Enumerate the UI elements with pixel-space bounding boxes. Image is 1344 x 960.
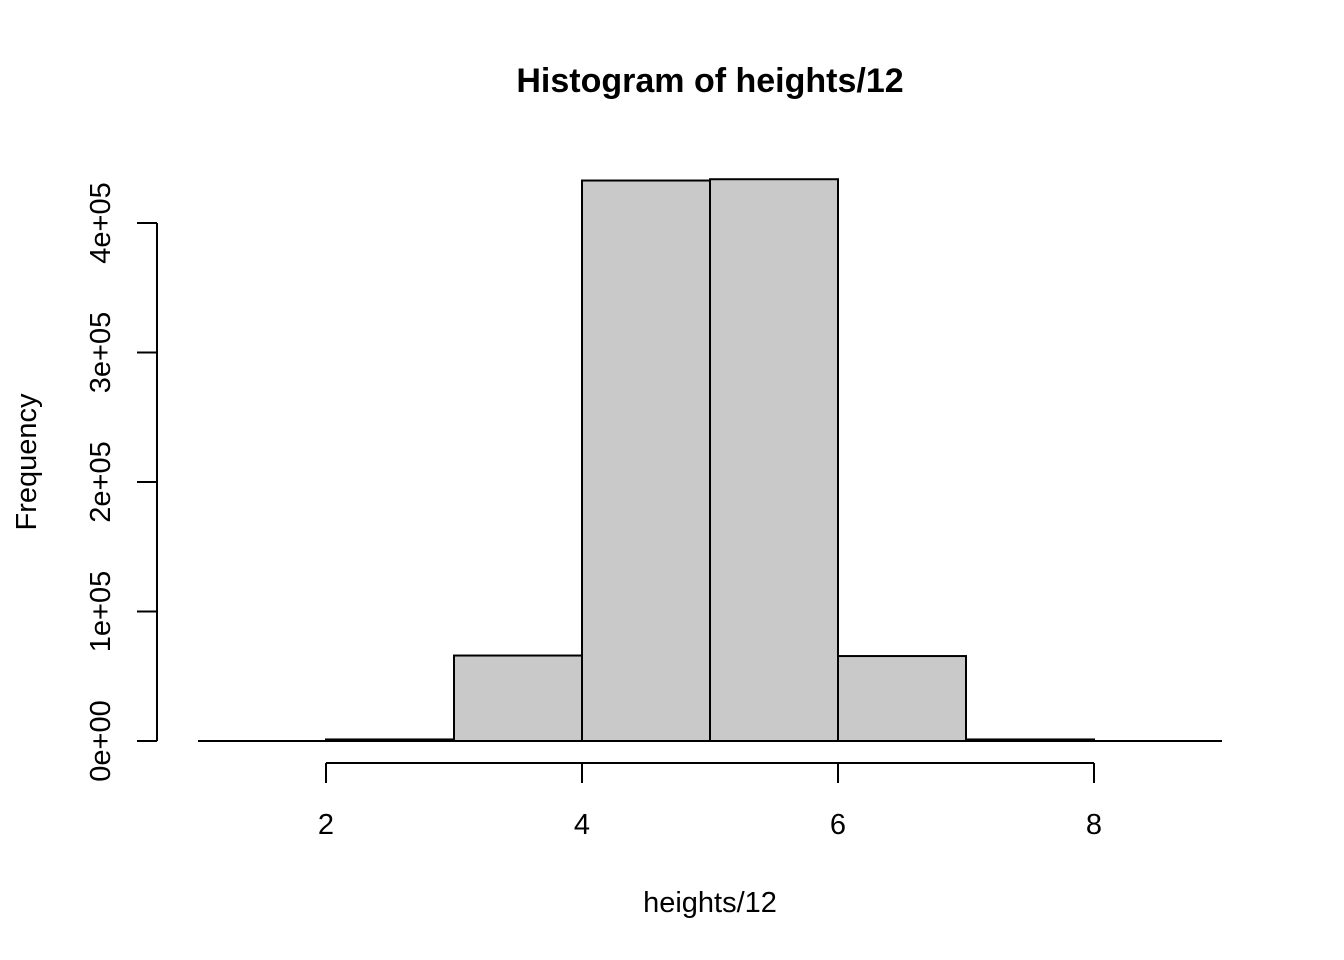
- y-axis: 0e+00 1e+05 2e+05 3e+05 4e+05: [85, 182, 158, 782]
- histogram-bar-3: [709, 178, 839, 742]
- histogram-bar-2: [581, 179, 711, 743]
- histogram-bar-4: [837, 655, 967, 742]
- x-tick-label-0: 2: [318, 809, 334, 841]
- histogram-bar-1: [453, 654, 583, 743]
- x-tick-label-3: 8: [1086, 809, 1102, 841]
- bars-group: [325, 178, 1095, 743]
- x-axis: 2 4 6 8: [318, 762, 1102, 841]
- x-tick-label-1: 4: [574, 809, 590, 841]
- y-tick-label-4: 4e+05: [85, 182, 117, 263]
- x-tick-label-2: 6: [830, 809, 846, 841]
- x-axis-label: heights/12: [643, 887, 777, 919]
- y-tick-label-1: 1e+05: [85, 571, 117, 652]
- y-tick-label-0: 0e+00: [85, 700, 117, 781]
- y-tick-label-3: 3e+05: [85, 312, 117, 393]
- chart-title: Histogram of heights/12: [516, 62, 903, 100]
- y-axis-label: Frequency: [11, 393, 43, 531]
- y-tick-label-2: 2e+05: [85, 441, 117, 522]
